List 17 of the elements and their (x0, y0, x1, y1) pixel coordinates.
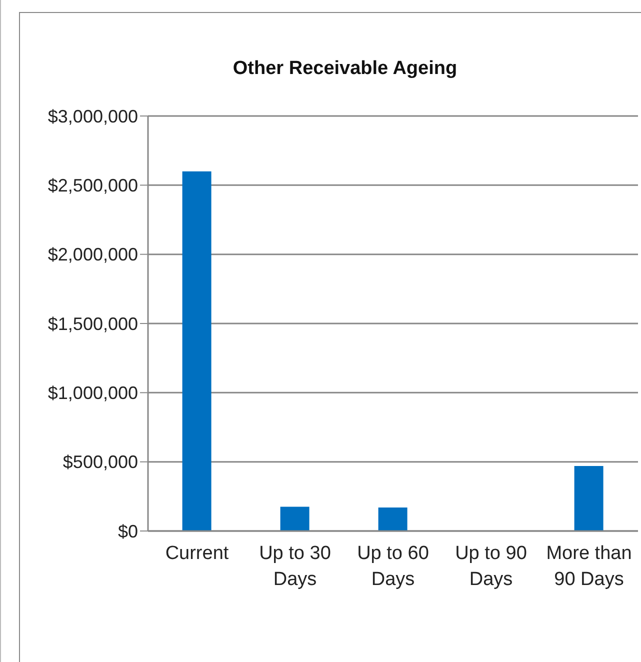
y-tick-label: $500,000 (62, 452, 138, 472)
bar (574, 466, 604, 531)
y-tick-label: $2,000,000 (48, 244, 138, 265)
y-tick-label: $0 (118, 521, 138, 542)
bar (378, 507, 408, 531)
bar (182, 171, 212, 531)
chart-title: Other Receivable Ageing (232, 58, 458, 80)
x-tick-label: More than 90 Days (546, 543, 632, 590)
x-tick-label: Up to 90 Days (455, 543, 527, 590)
y-tick-label: $3,000,000 (48, 106, 138, 126)
y-tick-label: $1,000,000 (48, 383, 138, 404)
bar (280, 506, 310, 531)
x-tick-label: Up to 30 Days (259, 543, 331, 590)
y-tick-label: $2,500,000 (48, 176, 138, 196)
x-tick-label: Current (165, 543, 230, 564)
y-tick-label: $1,500,000 (48, 314, 138, 334)
x-tick-label: Up to 60 Days (357, 543, 429, 590)
